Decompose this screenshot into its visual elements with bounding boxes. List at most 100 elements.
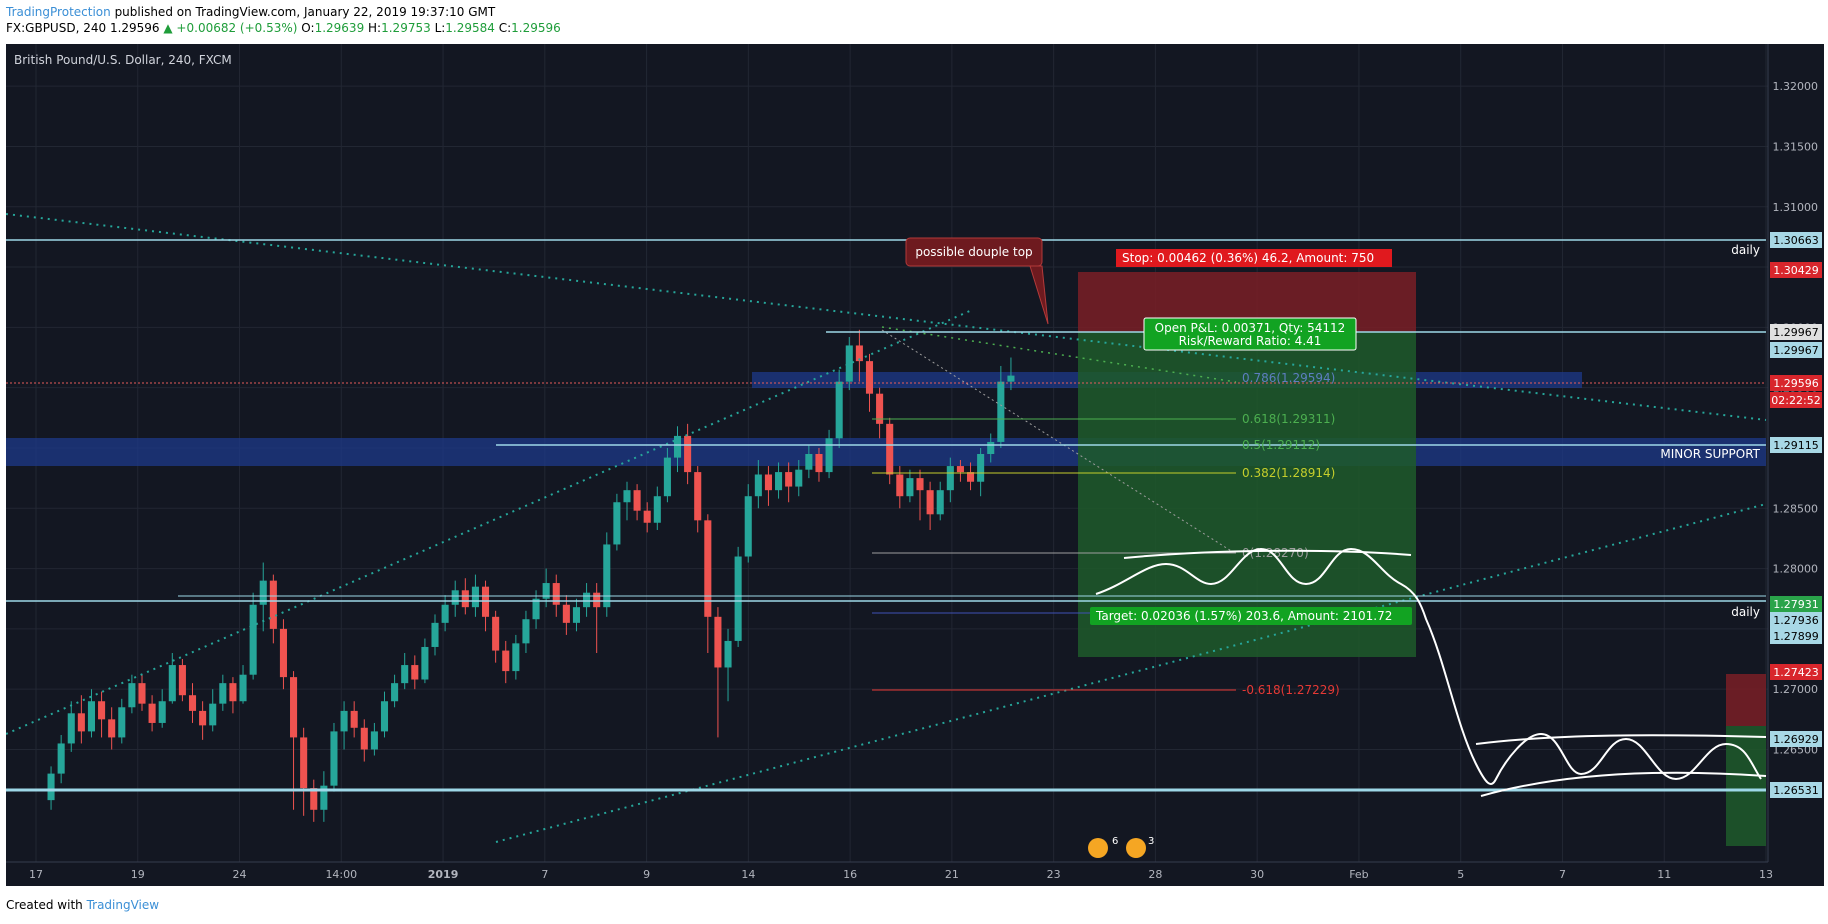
time-tick-2: 24 — [233, 868, 247, 881]
candle-body-53 — [583, 592, 591, 608]
candle-body-26 — [310, 788, 318, 810]
price-tag-6: 1.29967 — [1773, 326, 1819, 339]
event-badge-2[interactable] — [1126, 838, 1146, 858]
range-upper-line — [1475, 734, 1767, 745]
minor-support-zone — [6, 438, 1766, 466]
candle-body-92 — [977, 454, 985, 482]
target-label: Target: 0.02036 (1.57%) 203.6, Amount: 2… — [1095, 609, 1392, 623]
candle-body-59 — [643, 510, 651, 523]
time-tick-5: 7 — [541, 868, 548, 881]
chart-title: British Pound/U.S. Dollar, 240, FXCM — [14, 53, 232, 67]
candle-body-55 — [603, 544, 611, 608]
candle-body-49 — [542, 583, 550, 599]
candle-body-3 — [77, 713, 85, 732]
candle-body-10 — [148, 703, 156, 723]
candle-body-81 — [865, 361, 874, 394]
candle-body-45 — [502, 650, 510, 672]
candle-body-44 — [492, 616, 500, 651]
double-top-neckline — [1123, 549, 1412, 559]
candle-body-77 — [825, 438, 833, 473]
candle-body-90 — [956, 466, 964, 473]
candle-body-4 — [87, 701, 96, 732]
candle-body-83 — [886, 423, 894, 475]
minor-support-label: MINOR SUPPORT — [1660, 447, 1760, 461]
candle-body-64 — [694, 472, 702, 521]
price-chart[interactable]: 0.786(1.29594) 0.618(1.29311) 0.5(1.2911… — [5, 44, 1824, 886]
price-tag-bg-14 — [1770, 596, 1822, 612]
candle-body-28 — [330, 731, 338, 786]
target-label-box — [1090, 607, 1412, 625]
candle-body-6 — [108, 719, 116, 738]
candle-body-1 — [57, 743, 65, 774]
candle-body-60 — [653, 496, 661, 523]
candle-body-79 — [845, 345, 853, 382]
candle-body-48 — [532, 598, 540, 620]
price-tick-0: 1.32000 — [1773, 80, 1819, 93]
candle-body-18 — [229, 683, 237, 702]
range-lower-line — [1480, 771, 1767, 797]
time-tick-10: 23 — [1047, 868, 1061, 881]
time-tick-17: 13 — [1759, 868, 1773, 881]
price-tag-bg-5 — [1770, 262, 1822, 278]
candle-body-29 — [340, 710, 348, 732]
daily-label-upper: daily — [1731, 243, 1760, 257]
candle-body-84 — [896, 474, 904, 497]
publisher-name[interactable]: TradingProtection — [6, 5, 111, 19]
price-tag-8: 1.29596 — [1773, 377, 1819, 390]
candle-body-39 — [441, 604, 449, 623]
candle-body-58 — [633, 490, 641, 511]
open-label: O: — [301, 21, 315, 35]
time-axis-labels[interactable]: 17 19 24 14:00 2019 7 9 14 16 21 23 28 30 Feb 5 7 11 13 — [29, 868, 1773, 881]
candle-body-34 — [391, 683, 399, 702]
fib-label-05: 0.5(1.29112) — [1242, 438, 1320, 452]
candle-body-0 — [47, 773, 55, 801]
price-axis[interactable] — [1768, 44, 1824, 886]
time-tick-3: 14:00 — [325, 868, 357, 881]
candles-group — [47, 329, 1015, 822]
candle-body-63 — [684, 435, 692, 473]
time-tick-16: 11 — [1657, 868, 1671, 881]
chart-container[interactable]: 0.786(1.29594) 0.618(1.29311) 0.5(1.2911… — [5, 44, 1824, 886]
event-badges[interactable]: 6 3 — [1088, 836, 1154, 858]
candle-body-35 — [401, 665, 409, 684]
candle-body-65 — [704, 520, 712, 617]
price-tag-14: 1.27931 — [1773, 598, 1819, 611]
price-tag-21: 1.26531 — [1773, 784, 1819, 797]
profit-zone — [1078, 332, 1416, 657]
candle-body-75 — [805, 454, 813, 470]
candle-body-89 — [946, 466, 954, 491]
fib-label-0618: 0.618(1.29311) — [1242, 412, 1335, 426]
candle-body-78 — [835, 381, 843, 439]
candle-body-47 — [522, 619, 530, 644]
created-with-text: Created with — [6, 898, 87, 912]
price-tag-18: 1.27423 — [1773, 666, 1819, 679]
candle-body-72 — [775, 472, 783, 491]
time-tick-13: Feb — [1349, 868, 1368, 881]
candle-body-68 — [734, 556, 742, 641]
stop-label: Stop: 0.00462 (0.36%) 46.2, Amount: 750 — [1122, 251, 1374, 265]
event-badge-1[interactable] — [1088, 838, 1108, 858]
price-tag-9: 02:22:52 — [1771, 394, 1820, 407]
candle-body-46 — [512, 643, 520, 672]
candle-body-61 — [663, 457, 671, 497]
candle-body-15 — [199, 710, 207, 726]
candle-body-12 — [168, 665, 176, 702]
candle-body-9 — [138, 683, 146, 704]
time-tick-7: 14 — [741, 868, 755, 881]
price-tag-bg-18 — [1770, 664, 1822, 680]
annotation-callout[interactable] — [905, 237, 1043, 267]
candle-body-21 — [259, 580, 267, 605]
price-tag-16: 1.27899 — [1773, 630, 1819, 643]
candle-body-17 — [219, 683, 227, 704]
candle-body-71 — [764, 474, 772, 491]
candle-body-54 — [593, 592, 601, 608]
price-tag-bg-8 — [1770, 375, 1822, 391]
event-badge-1-count: 6 — [1112, 836, 1118, 847]
event-badge-2-count: 3 — [1148, 836, 1154, 847]
candle-body-30 — [350, 710, 358, 728]
tradingview-link[interactable]: TradingView — [86, 898, 160, 912]
low-value: 1.29584 — [445, 21, 495, 35]
candle-body-8 — [128, 683, 136, 708]
candle-body-62 — [673, 435, 682, 458]
candle-body-67 — [724, 640, 732, 668]
